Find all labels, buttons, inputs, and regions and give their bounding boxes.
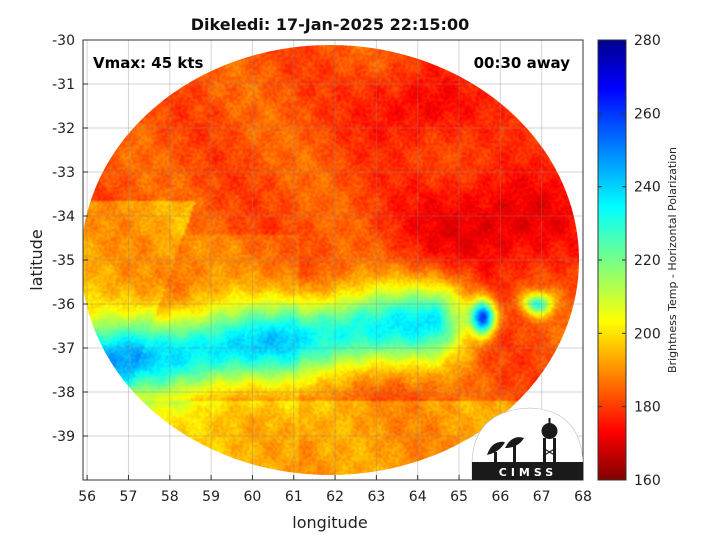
y-tick-label: -36 — [52, 297, 75, 313]
x-tick-label: 65 — [450, 489, 468, 505]
logo-text: CIMSS — [499, 466, 557, 479]
x-tick-label: 64 — [409, 489, 427, 505]
x-tick-label: 67 — [533, 489, 551, 505]
x-axis-ticks: 56 57 58 59 60 61 62 63 64 65 66 67 68 — [78, 475, 592, 505]
y-tick-label: -30 — [52, 33, 75, 49]
time-away-label: 00:30 away — [474, 54, 571, 72]
colorbar — [597, 39, 627, 481]
y-tick-label: -34 — [52, 209, 75, 225]
x-tick-label: 57 — [120, 489, 138, 505]
colorbar-label: Brightness Temp - Horizontal Polarizatio… — [666, 147, 679, 373]
brightness-field-image — [83, 45, 579, 475]
x-tick-label: 66 — [491, 489, 509, 505]
colorbar-tick-label: 280 — [634, 33, 661, 49]
colorbar-tick-label: 160 — [634, 473, 661, 489]
y-tick-label: -38 — [52, 385, 75, 401]
y-axis-label: latitude — [27, 229, 46, 290]
x-tick-label: 59 — [202, 489, 220, 505]
vmax-label: Vmax: 45 kts — [93, 54, 203, 72]
y-axis-ticks: -30 -31 -32 -33 -34 -35 -36 -37 -38 -39 — [52, 33, 88, 445]
y-tick-label: -37 — [52, 341, 75, 357]
x-tick-label: 58 — [161, 489, 179, 505]
colorbar-tick-label: 260 — [634, 106, 661, 122]
colorbar-ticks: 280 260 240 220 200 180 160 — [598, 33, 661, 489]
y-tick-label: -33 — [52, 165, 75, 181]
cimss-logo: CIMSS — [471, 407, 583, 480]
x-tick-label: 62 — [326, 489, 344, 505]
y-tick-label: -31 — [52, 77, 75, 93]
x-tick-label: 68 — [574, 489, 592, 505]
y-tick-label: -39 — [52, 429, 75, 445]
x-tick-label: 61 — [285, 489, 303, 505]
x-tick-label: 63 — [367, 489, 385, 505]
x-axis-label: longitude — [292, 513, 367, 532]
colorbar-tick-label: 200 — [634, 326, 661, 342]
y-tick-label: -32 — [52, 121, 75, 137]
chart-title: Dikeledi: 17-Jan-2025 22:15:00 — [191, 15, 469, 34]
colorbar-tick-label: 240 — [634, 180, 661, 196]
colorbar-tick-label: 220 — [634, 253, 661, 269]
x-tick-label: 56 — [78, 489, 96, 505]
x-tick-label: 60 — [244, 489, 262, 505]
brightness-field — [83, 45, 579, 475]
y-tick-label: -35 — [52, 253, 75, 269]
colorbar-tick-label: 180 — [634, 400, 661, 416]
plot-frame — [82, 39, 584, 481]
